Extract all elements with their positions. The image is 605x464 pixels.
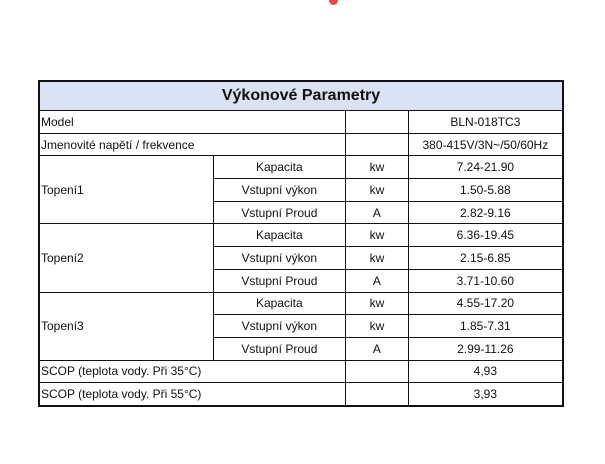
- value-cell: 2.15-6.85: [407, 246, 564, 270]
- performance-parameters-table: Výkonové Parametry Model BLN-018TC3 Jmen…: [38, 80, 564, 407]
- value-cell: 4.55-17.20: [407, 291, 564, 316]
- value-cell: 4,93: [407, 359, 564, 384]
- unit-cell: kw: [345, 246, 409, 270]
- unit-cell: A: [345, 200, 409, 225]
- table-row: Topení1 Kapacita kw 7.24-21.90: [38, 155, 564, 225]
- unit-cell: [345, 132, 409, 157]
- row-label: SCOP (teplota vody. Při 35°C): [38, 359, 347, 384]
- param-cell: Vstupní výkon: [212, 246, 347, 270]
- value-cell: 7.24-21.90: [407, 155, 564, 180]
- param-cell: Vstupní výkon: [212, 314, 347, 338]
- value-cell: 2.99-11.26: [407, 336, 564, 361]
- param-cell: Kapacita: [212, 223, 347, 248]
- value-cell: 2.82-9.16: [407, 200, 564, 225]
- table-row: Topení2 Kapacita kw 6.36-19.45: [38, 223, 564, 293]
- value-cell: 1.85-7.31: [407, 314, 564, 338]
- red-dot-marker: [329, 0, 338, 5]
- unit-cell: kw: [345, 223, 409, 248]
- param-cell: Vstupní Proud: [212, 200, 347, 225]
- param-cell: Kapacita: [212, 155, 347, 180]
- unit-cell: kw: [345, 155, 409, 180]
- unit-cell: A: [345, 268, 409, 293]
- table-row: Model BLN-018TC3: [38, 110, 564, 134]
- table-row: Vstupní výkon kw 2.15-6.85: [39, 246, 564, 270]
- value-cell: 6.36-19.45: [407, 223, 564, 248]
- param-cell: Kapacita: [212, 291, 347, 316]
- row-label: SCOP (teplota vody. Při 55°C): [38, 382, 347, 407]
- table-row: Topení3 Kapacita kw 4.55-17.20: [38, 291, 564, 361]
- unit-cell: [345, 359, 409, 384]
- unit-cell: A: [345, 336, 409, 361]
- value-cell: 3.71-10.60: [407, 268, 564, 293]
- unit-cell: kw: [345, 178, 409, 202]
- group-label: Topení1: [38, 155, 214, 225]
- value-cell: 380-415V/3N~/50/60Hz: [407, 132, 564, 157]
- table-row: SCOP (teplota vody. Při 35°C) 4,93: [38, 359, 564, 384]
- param-cell: Vstupní výkon: [212, 178, 347, 202]
- unit-cell: [345, 382, 409, 407]
- table-row: Vstupní výkon kw 1.85-7.31: [39, 314, 564, 338]
- table-row: Jmenovité napětí / frekvence 380-415V/3N…: [38, 132, 564, 157]
- row-label: Model: [38, 110, 347, 134]
- param-cell: Vstupní Proud: [212, 268, 347, 293]
- group-label: Topení2: [38, 223, 214, 293]
- row-label: Jmenovité napětí / frekvence: [38, 132, 347, 157]
- title-row: Výkonové Parametry: [38, 80, 564, 111]
- value-cell: 1.50-5.88: [407, 178, 564, 202]
- value-cell: 3,93: [407, 382, 564, 407]
- group-label: Topení3: [38, 291, 214, 361]
- unit-cell: kw: [345, 314, 409, 338]
- param-cell: Vstupní Proud: [212, 336, 347, 361]
- table-title: Výkonové Parametry: [38, 80, 564, 111]
- value-cell: BLN-018TC3: [407, 110, 564, 134]
- table-row: SCOP (teplota vody. Při 55°C) 3,93: [38, 382, 564, 407]
- unit-cell: [345, 110, 409, 134]
- unit-cell: kw: [345, 291, 409, 316]
